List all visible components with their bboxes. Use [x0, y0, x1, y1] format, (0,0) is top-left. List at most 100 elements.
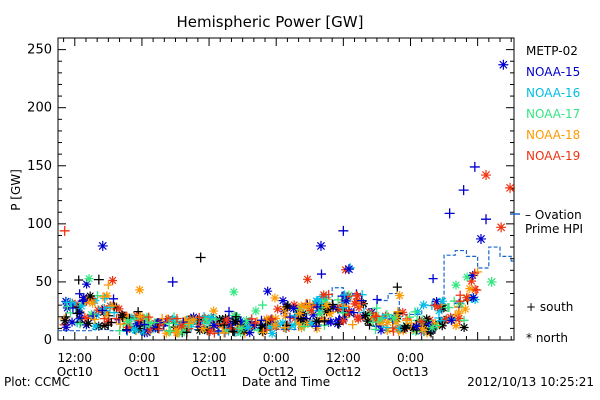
north-point [245, 317, 255, 327]
north-point [454, 313, 464, 323]
north-point [267, 328, 277, 338]
north-point [391, 317, 401, 327]
north-point [374, 314, 384, 324]
north-point [76, 301, 86, 311]
north-point [312, 323, 322, 333]
x-tick-label-time: 12:00 [326, 351, 361, 365]
north-point [324, 317, 334, 327]
north-point [462, 293, 472, 303]
south-point [105, 302, 115, 312]
south-point [267, 314, 277, 324]
north-point [205, 326, 215, 336]
south-point [90, 314, 100, 324]
y-tick-label: 0 [44, 333, 52, 348]
north-point [236, 324, 246, 334]
south-point [469, 161, 480, 172]
north-point [437, 296, 447, 306]
north-point [145, 324, 155, 334]
south-point [65, 308, 75, 318]
north-point [322, 300, 332, 310]
north-point [376, 325, 386, 335]
south-point [61, 297, 71, 307]
north-point [230, 316, 240, 326]
north-point [418, 324, 428, 334]
south-point [74, 275, 84, 285]
north-point [343, 264, 354, 275]
north-point [325, 309, 335, 319]
north-point [319, 290, 329, 300]
north-point [301, 302, 311, 312]
north-marker-legend: * north [526, 331, 568, 345]
south-point [444, 303, 454, 313]
north-point [319, 294, 329, 304]
y-tick-label: 250 [27, 43, 52, 58]
y-tick-label: 50 [35, 275, 52, 290]
south-point [59, 225, 70, 236]
north-point [88, 298, 98, 308]
south-point [371, 311, 381, 321]
south-point [103, 280, 113, 290]
north-point [505, 182, 516, 193]
south-point [129, 314, 139, 324]
south-point [305, 299, 315, 309]
south-point [351, 291, 361, 301]
south-point [472, 285, 482, 295]
north-point [333, 304, 343, 314]
south-marker-legend: + south [526, 300, 573, 314]
plot-credit: Plot: CCMC [4, 375, 70, 389]
north-point [383, 317, 393, 327]
south-point [182, 327, 192, 337]
x-tick-label-date: Oct10 [57, 365, 93, 379]
north-point [206, 313, 216, 323]
south-point [195, 252, 206, 263]
south-point [164, 319, 174, 329]
north-point [437, 321, 447, 331]
y-tick-label: 100 [27, 217, 52, 232]
x-tick-label-time: 0:00 [128, 351, 155, 365]
south-point [357, 296, 367, 306]
north-point [193, 319, 203, 329]
north-point [486, 276, 497, 287]
north-point [300, 317, 310, 327]
north-point [91, 310, 101, 320]
south-point [184, 318, 194, 328]
north-point [86, 310, 96, 320]
north-point [143, 325, 153, 335]
north-point [468, 270, 478, 280]
north-point [270, 293, 280, 303]
north-point [389, 313, 399, 323]
north-point [114, 304, 124, 314]
x-tick-label-time: 12:00 [192, 351, 227, 365]
north-point [306, 306, 316, 316]
x-axis-label: Date and Time [242, 375, 330, 389]
north-point [312, 316, 322, 326]
south-point [392, 282, 402, 292]
north-point [123, 316, 133, 326]
north-point [481, 170, 492, 181]
north-point [135, 312, 145, 322]
north-point [87, 293, 97, 303]
legend: METP-02 NOAA-15 NOAA-16 NOAA-17 NOAA-18 NOAA-… [526, 44, 580, 163]
north-point [430, 319, 440, 329]
south-point [144, 312, 154, 322]
north-point [222, 315, 232, 325]
north-point [321, 297, 331, 307]
north-point [446, 312, 456, 322]
south-point [349, 308, 359, 318]
north-point [441, 314, 451, 324]
south-point [79, 295, 89, 305]
north-point [468, 293, 478, 303]
south-point [154, 324, 164, 334]
north-point [465, 284, 475, 294]
north-point [342, 309, 352, 319]
south-point [328, 300, 338, 310]
south-point [338, 303, 348, 313]
north-point [280, 311, 290, 321]
north-point [466, 293, 476, 303]
south-point [122, 325, 132, 335]
x-tick-label-date: Oct11 [191, 365, 227, 379]
north-point [296, 314, 306, 324]
north-point [258, 323, 268, 333]
south-point [172, 314, 182, 324]
